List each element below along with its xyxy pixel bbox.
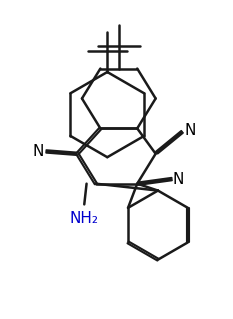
- Text: N: N: [173, 172, 184, 187]
- Text: NH₂: NH₂: [70, 211, 99, 226]
- Text: N: N: [33, 144, 44, 159]
- Text: N: N: [184, 123, 196, 138]
